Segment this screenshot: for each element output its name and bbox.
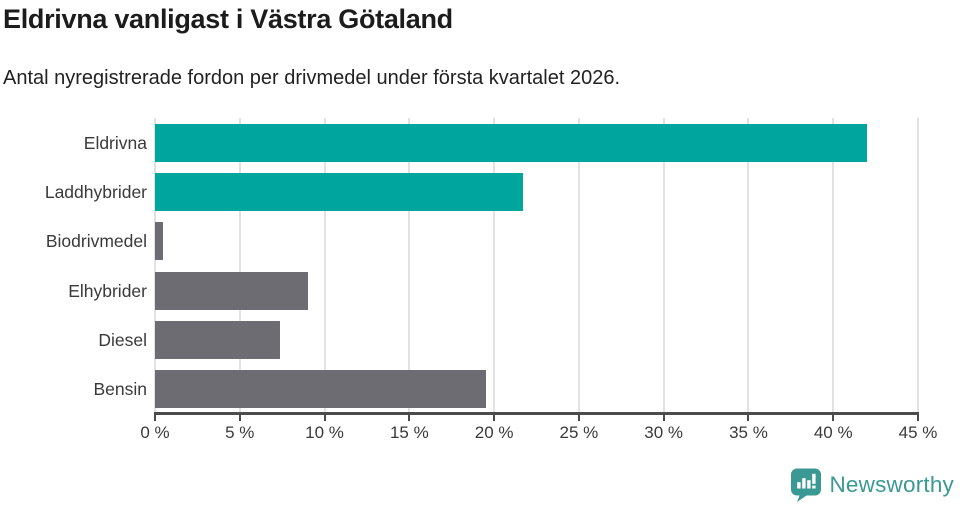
x-axis-tick-label: 0 %	[140, 423, 170, 442]
x-axis-tick	[323, 412, 326, 421]
chart-title: Eldrivna vanligast i Västra Götaland	[3, 4, 453, 34]
x-axis-tick-label: 45 %	[898, 423, 938, 442]
gridline	[238, 118, 241, 413]
x-axis-tick	[917, 412, 919, 421]
gridline	[408, 118, 411, 413]
x-axis-line	[154, 412, 919, 415]
bar-bensin	[155, 369, 486, 408]
category-label: Elhybrider	[68, 280, 147, 301]
gridline	[154, 118, 156, 413]
bar-elhybrider	[155, 271, 308, 310]
category-label: Laddhybrider	[44, 182, 147, 203]
x-axis-tick	[408, 412, 411, 421]
bar-chart-speech-bubble-icon	[791, 468, 822, 502]
x-axis-tick-label: 30 %	[644, 423, 684, 442]
x-axis-tick	[832, 412, 835, 421]
x-axis-tick	[493, 412, 496, 421]
bar-laddhybrider	[155, 173, 523, 212]
x-axis-tick-label: 25 %	[559, 423, 599, 442]
gridline	[917, 118, 919, 413]
plot-area	[154, 118, 919, 413]
bar-eldrivna	[155, 124, 868, 162]
category-label: Biodrivmedel	[45, 231, 147, 252]
chart-subtitle: Antal nyregistrerade fordon per drivmede…	[3, 67, 621, 89]
gridline	[662, 118, 665, 413]
gridline	[577, 118, 580, 413]
category-label: Eldrivna	[83, 133, 147, 153]
brand-name: Newsworthy	[829, 472, 954, 497]
x-axis-tick-label: 20 %	[474, 423, 514, 442]
x-axis-tick-label: 40 %	[813, 423, 853, 442]
x-axis-tick-label: 35 %	[729, 423, 768, 442]
x-axis-tick	[662, 412, 665, 421]
gridline	[493, 118, 496, 413]
category-label: Diesel	[98, 329, 147, 350]
x-axis-tick-label: 10 %	[305, 423, 344, 442]
x-axis-tick	[577, 412, 580, 421]
x-axis-tick-label: 15 %	[389, 423, 429, 442]
category-label: Bensin	[93, 378, 147, 399]
x-axis-tick	[154, 412, 156, 421]
bar-biodrivmedel	[155, 222, 164, 261]
x-axis-tick	[747, 412, 750, 421]
gridline	[832, 118, 835, 413]
gridline	[747, 118, 750, 413]
gridline	[323, 118, 326, 413]
brand-logo: Newsworthy	[790, 468, 954, 502]
bar-diesel	[155, 320, 281, 359]
x-axis-tick-label: 5 %	[225, 423, 255, 442]
x-axis-tick	[238, 412, 241, 421]
